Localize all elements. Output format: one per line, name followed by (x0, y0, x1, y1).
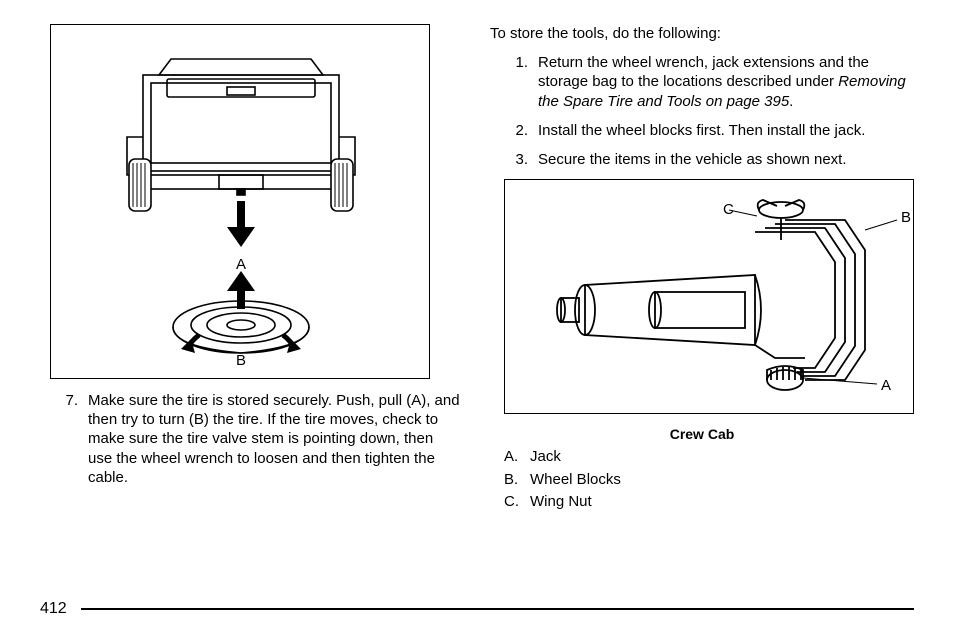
fig1-label-a: A (236, 256, 246, 273)
step-2-number: 2. (510, 121, 528, 140)
figure-jack-assembly: C B A (504, 179, 914, 414)
legend-c-val: Wing Nut (530, 491, 592, 514)
step-7-number: 7. (60, 391, 78, 487)
legend-c-key: C. (504, 491, 522, 514)
footer-rule (81, 608, 914, 610)
step-1-text: Return the wheel wrench, jack extensions… (538, 53, 914, 111)
step-1-text-a: Return the wheel wrench, jack extensions… (538, 54, 869, 90)
legend-a-key: A. (504, 446, 522, 469)
legend: A. Jack B. Wheel Blocks C. Wing Nut (504, 446, 914, 514)
fig1-label-b: B (236, 352, 246, 369)
columns: A (40, 24, 914, 514)
figure-caption: Crew Cab (490, 426, 914, 442)
step-7: 7. Make sure the tire is stored securely… (60, 391, 460, 487)
step-3: 3. Secure the items in the vehicle as sh… (510, 150, 914, 169)
legend-a: A. Jack (504, 446, 914, 469)
footer: 412 (40, 600, 914, 618)
step-1: 1. Return the wheel wrench, jack extensi… (510, 53, 914, 111)
jack-assembly-svg: C B A (505, 180, 915, 415)
page: A (0, 0, 954, 636)
legend-b-val: Wheel Blocks (530, 469, 621, 492)
intro-text: To store the tools, do the following: (490, 24, 914, 43)
legend-c: C. Wing Nut (504, 491, 914, 514)
step-2-text: Install the wheel blocks first. Then ins… (538, 121, 865, 140)
figure-tire-storage: A (50, 24, 430, 379)
left-column: A (40, 24, 460, 514)
step-3-number: 3. (510, 150, 528, 169)
step-1-number: 1. (510, 53, 528, 111)
fig2-label-c: C (723, 201, 734, 218)
right-column: To store the tools, do the following: 1.… (490, 24, 914, 514)
step-2: 2. Install the wheel blocks first. Then … (510, 121, 914, 140)
legend-a-val: Jack (530, 446, 561, 469)
legend-b-key: B. (504, 469, 522, 492)
fig2-label-b: B (901, 209, 911, 226)
tire-storage-svg: A (51, 25, 431, 380)
step-1-text-b: . (789, 93, 793, 110)
legend-b: B. Wheel Blocks (504, 469, 914, 492)
fig2-label-a: A (881, 377, 891, 394)
page-number: 412 (40, 600, 67, 618)
step-7-text: Make sure the tire is stored securely. P… (88, 391, 460, 487)
step-3-text: Secure the items in the vehicle as shown… (538, 150, 847, 169)
